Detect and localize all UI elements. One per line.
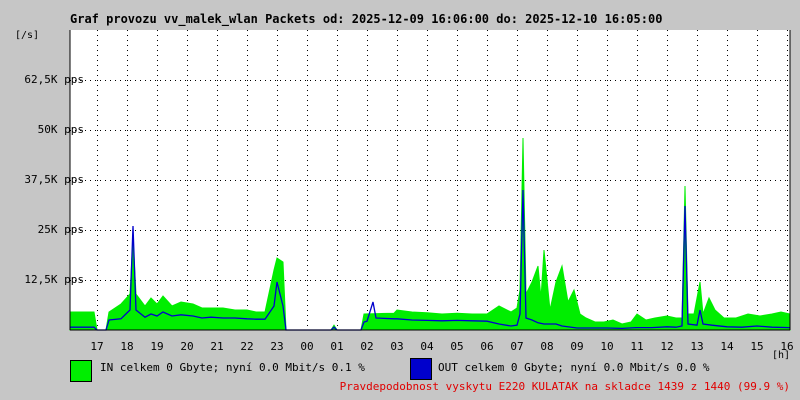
x-tick-label: 18 bbox=[120, 340, 134, 353]
x-tick-label: 09 bbox=[570, 340, 584, 353]
x-tick-label: 02 bbox=[360, 340, 374, 353]
x-tick-label: 03 bbox=[390, 340, 404, 353]
x-tick-label: 14 bbox=[720, 340, 734, 353]
x-tick-label: 06 bbox=[480, 340, 494, 353]
legend-swatch-in bbox=[70, 360, 92, 382]
x-tick-label: 04 bbox=[420, 340, 434, 353]
legend-label-in: IN celkem 0 Gbyte; nyní 0.0 Mbit/s 0.1 % bbox=[100, 361, 365, 374]
x-tick-label: 19 bbox=[150, 340, 164, 353]
x-axis-unit: [h] bbox=[772, 350, 791, 361]
x-tick-label: 22 bbox=[240, 340, 254, 353]
x-tick-label: 07 bbox=[510, 340, 524, 353]
x-tick-label: 00 bbox=[300, 340, 314, 353]
y-tick-label: 50K pps bbox=[37, 123, 84, 136]
x-tick-label: 20 bbox=[180, 340, 194, 353]
chart-title: Graf provozu vv_malek_wlan Packets od: 2… bbox=[70, 12, 663, 26]
x-tick-label: 08 bbox=[540, 340, 554, 353]
grid-lines bbox=[70, 30, 790, 330]
y-axis-unit: [/s] bbox=[15, 30, 40, 41]
x-tick-label: 12 bbox=[660, 340, 674, 353]
y-tick-label: 62,5K pps bbox=[24, 73, 84, 86]
x-tick-label: 16 bbox=[780, 340, 794, 353]
y-tick-label: 25K pps bbox=[37, 223, 84, 236]
series-group bbox=[69, 137, 791, 331]
x-tick-label: 05 bbox=[450, 340, 464, 353]
legend-label-out: OUT celkem 0 Gbyte; nyní 0.0 Mbit/s 0.0 … bbox=[438, 361, 710, 374]
series-out-line bbox=[70, 189, 791, 331]
x-tick-label: 17 bbox=[90, 340, 104, 353]
y-tick-label: 12,5K pps bbox=[24, 273, 84, 286]
x-tick-label: 23 bbox=[270, 340, 284, 353]
x-tick-label: 21 bbox=[210, 340, 224, 353]
x-tick-label: 13 bbox=[690, 340, 704, 353]
x-tick-label: 11 bbox=[630, 340, 644, 353]
x-tick-label: 01 bbox=[330, 340, 344, 353]
y-tick-label: 37,5K pps bbox=[24, 173, 84, 186]
x-tick-label: 15 bbox=[750, 340, 764, 353]
footer-note: Pravdepodobnost vyskytu E220 KULATAK na … bbox=[339, 380, 790, 393]
x-tick-label: 10 bbox=[600, 340, 614, 353]
legend-swatch-out bbox=[410, 358, 432, 380]
